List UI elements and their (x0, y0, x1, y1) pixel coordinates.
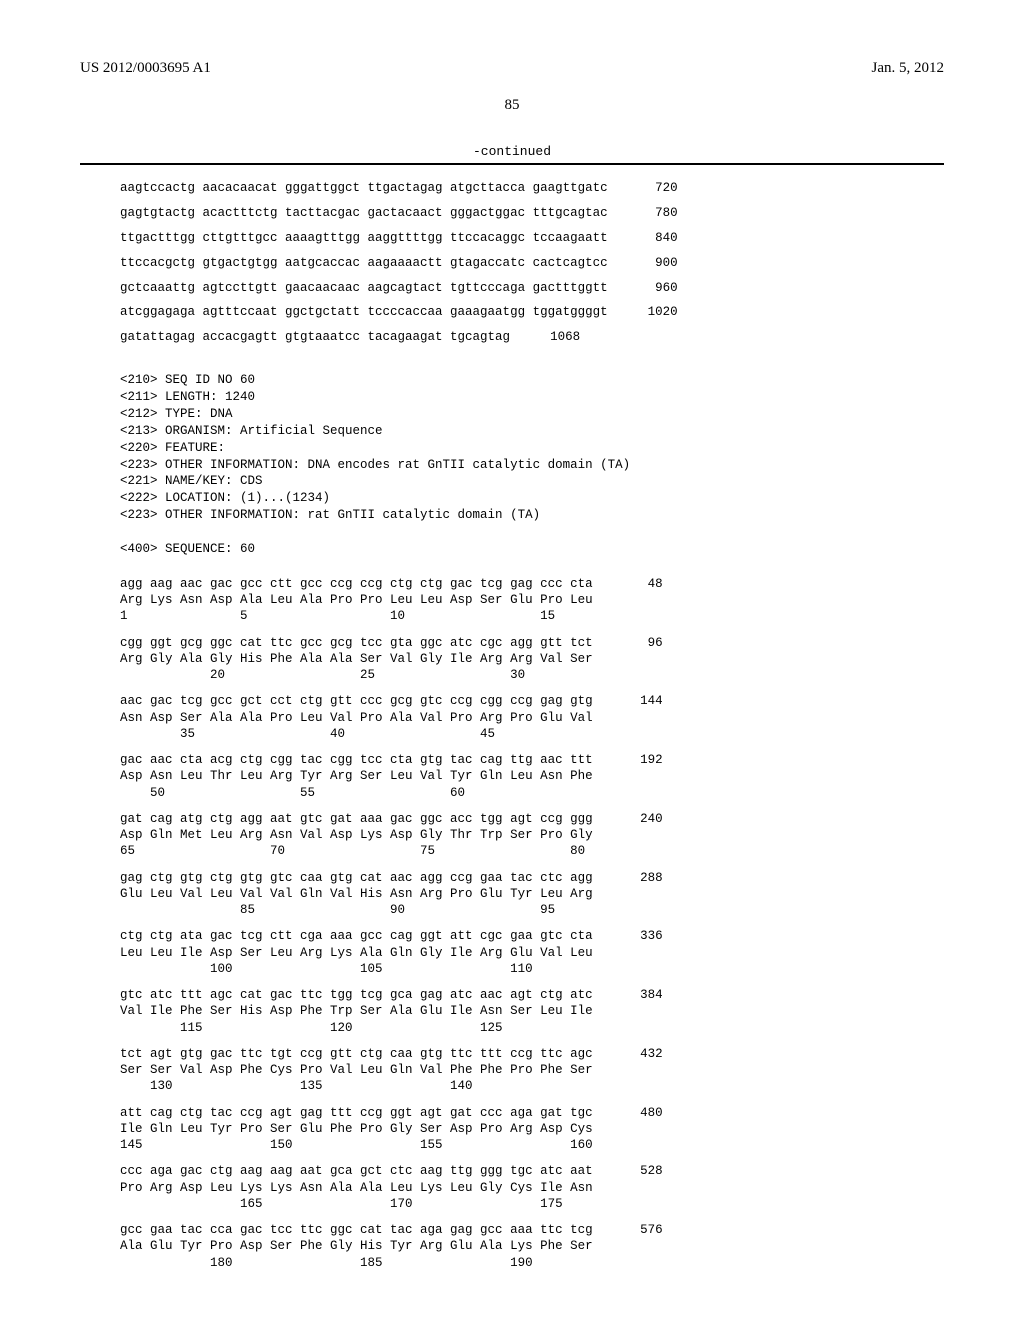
coding-sequence-block: agg aag aac gac gcc ctt gcc ccg ccg ctg … (120, 576, 944, 1271)
codon-text: gac aac cta acg ctg cgg tac cgg tcc cta … (120, 752, 593, 801)
codon-row: agg aag aac gac gcc ctt gcc ccg ccg ctg … (120, 576, 944, 625)
codon-text: cgg ggt gcg ggc cat ttc gcc gcg tcc gta … (120, 635, 593, 684)
codon-text: ctg ctg ata gac tcg ctt cga aaa gcc cag … (120, 928, 593, 977)
dna-line: ttgactttgg cttgtttgcc aaaagtttgg aaggttt… (120, 230, 944, 247)
horizontal-rule (80, 163, 944, 165)
codon-position: 288 (593, 870, 663, 919)
page-number: 85 (80, 97, 944, 114)
codon-position: 480 (593, 1105, 663, 1154)
dna-line: ttccacgctg gtgactgtgg aatgcaccac aagaaaa… (120, 255, 944, 272)
codon-position: 576 (593, 1222, 663, 1271)
codon-position: 96 (593, 635, 663, 684)
codon-text: gcc gaa tac cca gac tcc ttc ggc cat tac … (120, 1222, 593, 1271)
dna-sequence: gctcaaattg agtccttgtt gaacaacaac aagcagt… (120, 280, 608, 297)
codon-row: cgg ggt gcg ggc cat ttc gcc gcg tcc gta … (120, 635, 944, 684)
sequence-metadata-block: <210> SEQ ID NO 60 <211> LENGTH: 1240 <2… (120, 372, 944, 558)
dna-line: atcggagaga agtttccaat ggctgctatt tccccac… (120, 304, 944, 321)
dna-sequence: gatattagag accacgagtt gtgtaaatcc tacagaa… (120, 329, 510, 346)
codon-position: 192 (593, 752, 663, 801)
dna-line: aagtccactg aacacaacat gggattggct ttgacta… (120, 180, 944, 197)
codon-text: gag ctg gtg ctg gtg gtc caa gtg cat aac … (120, 870, 593, 919)
dna-position: 900 (608, 255, 678, 272)
dna-position: 840 (608, 230, 678, 247)
codon-row: att cag ctg tac ccg agt gag ttt ccg ggt … (120, 1105, 944, 1154)
dna-position: 1020 (608, 304, 678, 321)
codon-text: att cag ctg tac ccg agt gag ttt ccg ggt … (120, 1105, 593, 1154)
publication-number: US 2012/0003695 A1 (80, 60, 211, 77)
codon-row: gcc gaa tac cca gac tcc ttc ggc cat tac … (120, 1222, 944, 1271)
codon-row: gat cag atg ctg agg aat gtc gat aaa gac … (120, 811, 944, 860)
codon-text: gtc atc ttt agc cat gac ttc tgg tcg gca … (120, 987, 593, 1036)
dna-line: gctcaaattg agtccttgtt gaacaacaac aagcagt… (120, 280, 944, 297)
dna-line: gatattagag accacgagtt gtgtaaatcc tacagaa… (120, 329, 944, 346)
codon-text: gat cag atg ctg agg aat gtc gat aaa gac … (120, 811, 593, 860)
codon-row: gag ctg gtg ctg gtg gtc caa gtg cat aac … (120, 870, 944, 919)
codon-text: tct agt gtg gac ttc tgt ccg gtt ctg caa … (120, 1046, 593, 1095)
codon-position: 144 (593, 693, 663, 742)
dna-sequence: ttccacgctg gtgactgtgg aatgcaccac aagaaaa… (120, 255, 608, 272)
codon-row: gac aac cta acg ctg cgg tac cgg tcc cta … (120, 752, 944, 801)
dna-sequence: ttgactttgg cttgtttgcc aaaagtttgg aaggttt… (120, 230, 608, 247)
codon-text: aac gac tcg gcc gct cct ctg gtt ccc gcg … (120, 693, 593, 742)
dna-sequence: gagtgtactg acactttctg tacttacgac gactaca… (120, 205, 608, 222)
codon-position: 336 (593, 928, 663, 977)
dna-sequence: aagtccactg aacacaacat gggattggct ttgacta… (120, 180, 608, 197)
dna-position: 1068 (510, 329, 580, 346)
codon-row: aac gac tcg gcc gct cct ctg gtt ccc gcg … (120, 693, 944, 742)
dna-sequence-block: aagtccactg aacacaacat gggattggct ttgacta… (120, 180, 944, 354)
codon-position: 48 (593, 576, 663, 625)
codon-row: tct agt gtg gac ttc tgt ccg gtt ctg caa … (120, 1046, 944, 1095)
codon-row: ctg ctg ata gac tcg ctt cga aaa gcc cag … (120, 928, 944, 977)
dna-position: 720 (608, 180, 678, 197)
codon-row: ccc aga gac ctg aag aag aat gca gct ctc … (120, 1163, 944, 1212)
codon-position: 528 (593, 1163, 663, 1212)
dna-line: gagtgtactg acactttctg tacttacgac gactaca… (120, 205, 944, 222)
header-row: US 2012/0003695 A1 Jan. 5, 2012 (80, 60, 944, 77)
codon-text: ccc aga gac ctg aag aag aat gca gct ctc … (120, 1163, 593, 1212)
codon-position: 240 (593, 811, 663, 860)
continued-label: -continued (80, 144, 944, 159)
codon-row: gtc atc ttt agc cat gac ttc tgg tcg gca … (120, 987, 944, 1036)
dna-position: 960 (608, 280, 678, 297)
dna-position: 780 (608, 205, 678, 222)
patent-page: US 2012/0003695 A1 Jan. 5, 2012 85 -cont… (0, 0, 1024, 1321)
codon-position: 432 (593, 1046, 663, 1095)
dna-sequence: atcggagaga agtttccaat ggctgctatt tccccac… (120, 304, 608, 321)
codon-position: 384 (593, 987, 663, 1036)
publication-date: Jan. 5, 2012 (872, 60, 945, 77)
codon-text: agg aag aac gac gcc ctt gcc ccg ccg ctg … (120, 576, 593, 625)
